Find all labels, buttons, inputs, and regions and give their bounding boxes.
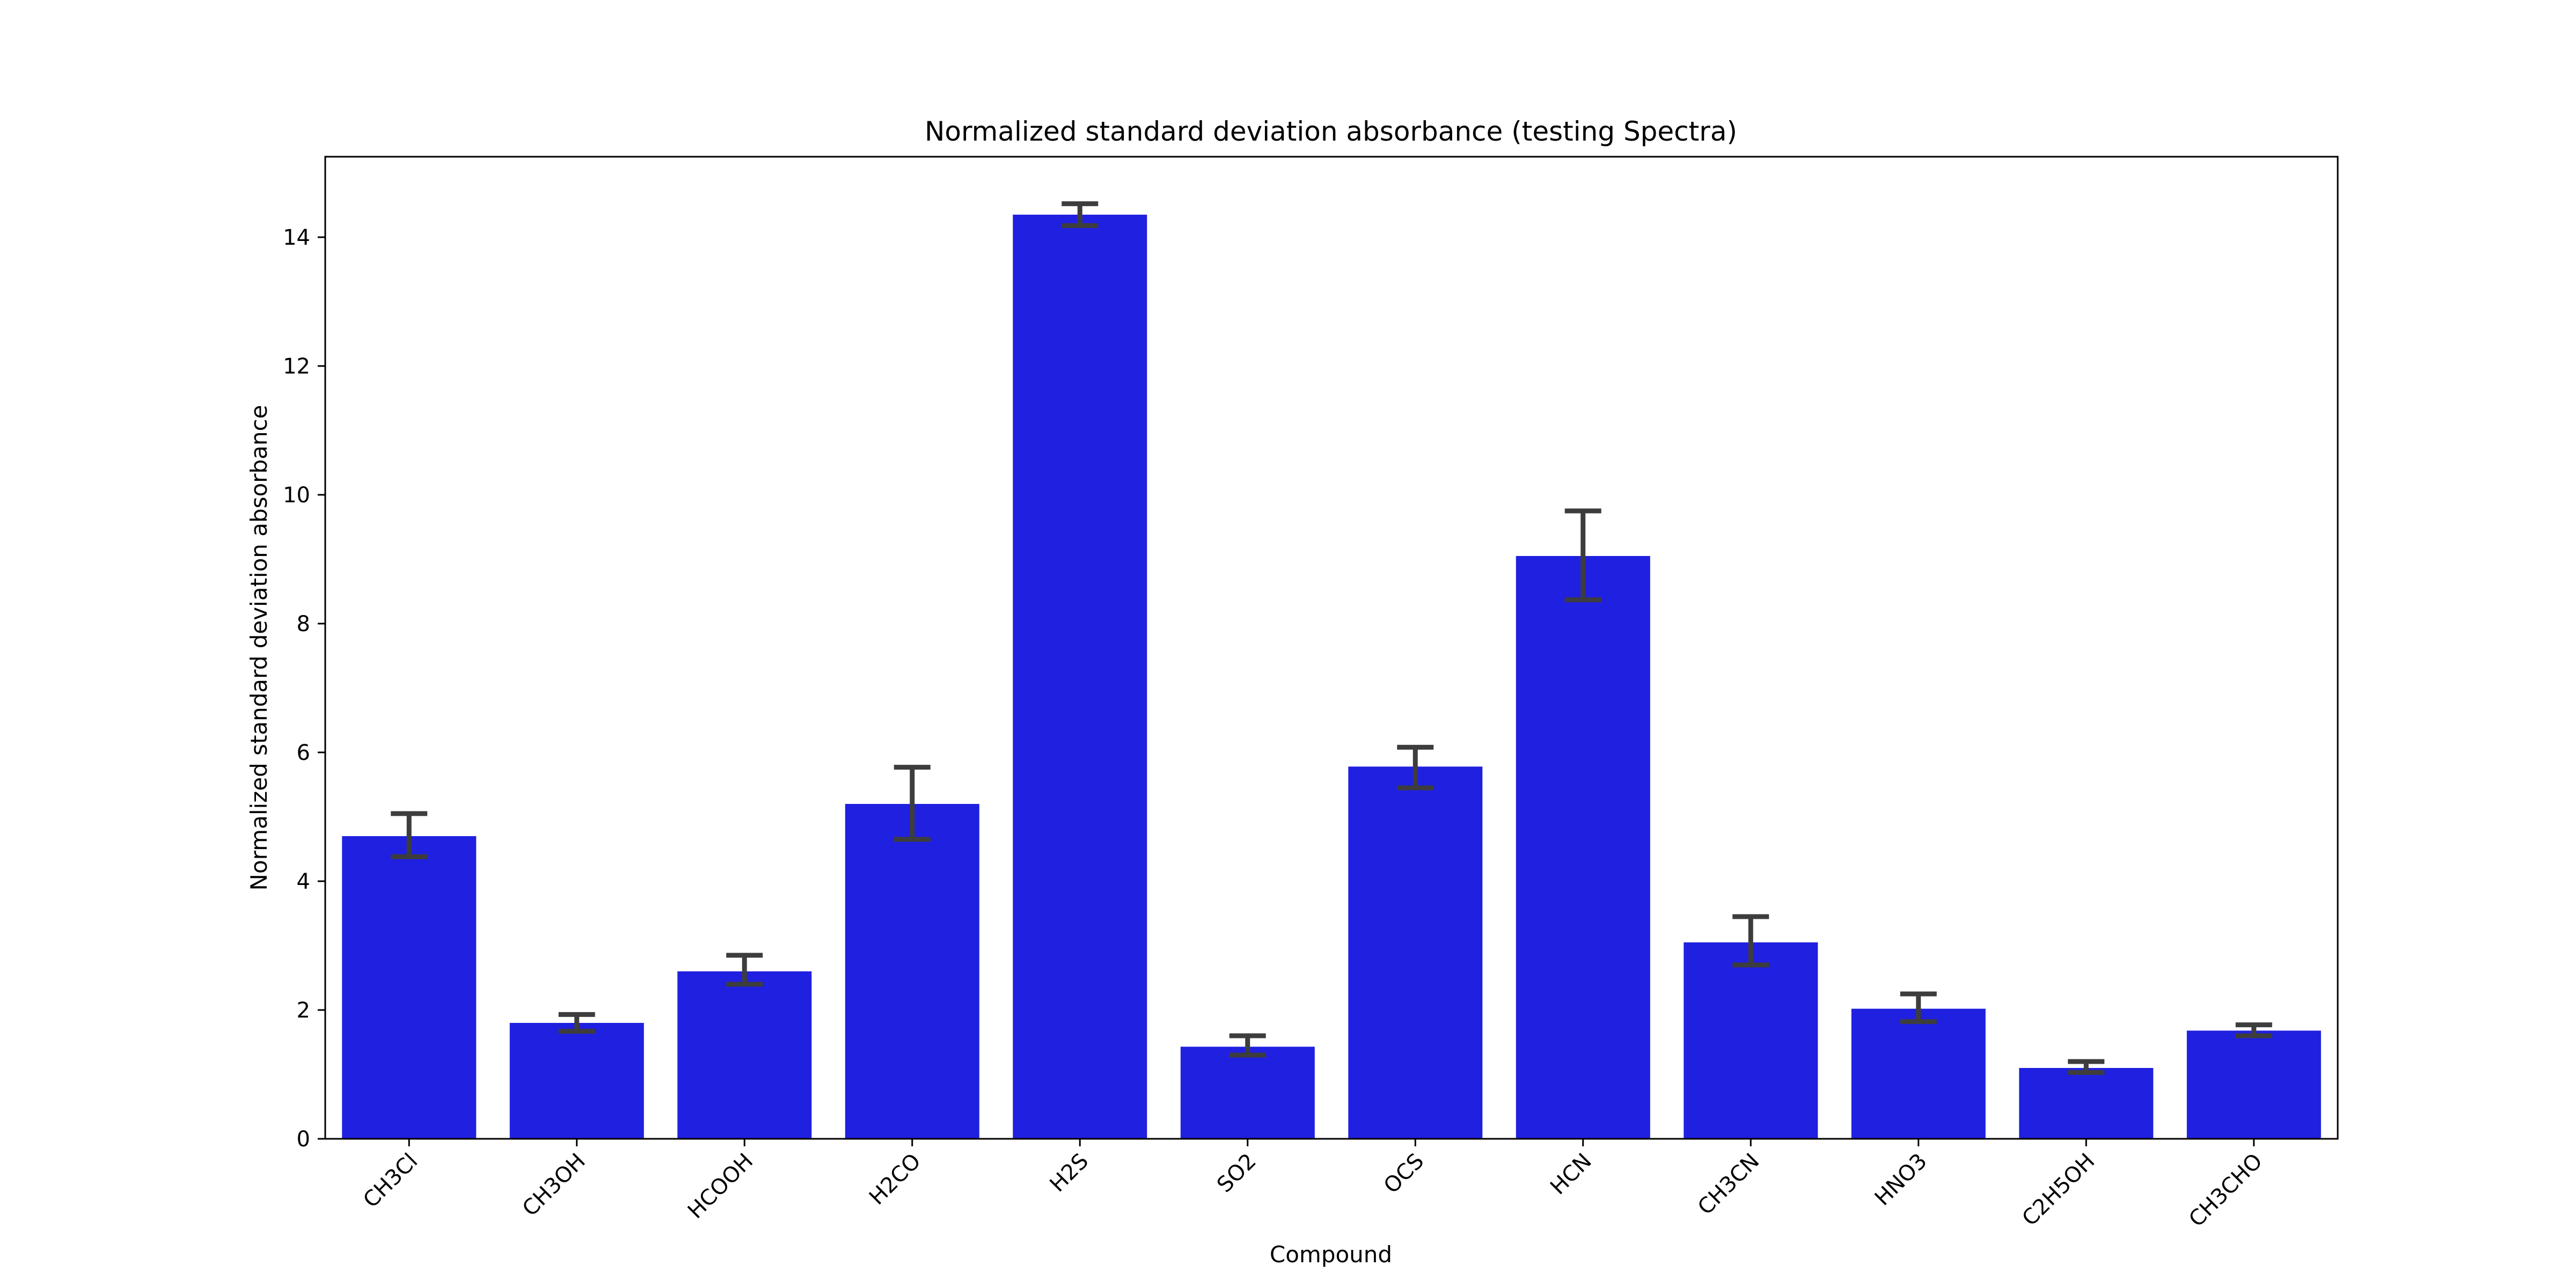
bar [677, 971, 812, 1139]
x-tick-label: HNO3 [1870, 1149, 1932, 1211]
plot-frame [324, 156, 2339, 1140]
bar [2186, 1030, 2321, 1139]
x-tick-label: CH3Cl [358, 1149, 422, 1213]
x-axis: CH3Cl CH3OH HCOOH H2CO H2S SO2 OCS HCN CH3CN HNO3… [358, 1139, 2267, 1232]
error-bar [1900, 991, 1937, 1024]
x-tick-label: CH3OH [518, 1149, 590, 1221]
x-tick-label: OCS [1379, 1149, 1429, 1198]
bar [2019, 1068, 2154, 1139]
bar [845, 804, 979, 1139]
error-bar [726, 953, 763, 987]
x-tick-label: C2H5OH [2017, 1149, 2099, 1231]
error-bar [2068, 1059, 2105, 1075]
x-tick-label: CH3CHO [2184, 1149, 2267, 1232]
error-bar [1229, 1033, 1266, 1058]
y-tick-label: 12 [283, 354, 310, 379]
chart-title: Normalized standard deviation absorbance… [925, 116, 1737, 147]
error-bar [1062, 201, 1099, 228]
error-bar [894, 765, 931, 842]
y-tick-label: 10 [283, 483, 310, 508]
error-bar [1564, 508, 1601, 603]
x-tick-label: HCN [1546, 1149, 1597, 1200]
bar [1180, 1046, 1315, 1139]
x-tick-label: H2CO [865, 1149, 926, 1210]
error-bar [391, 811, 428, 859]
x-tick-label: HCOOH [683, 1149, 758, 1224]
y-tick-label: 2 [297, 998, 310, 1023]
bars-layer [342, 215, 2321, 1139]
bar [342, 836, 477, 1139]
error-bar [1397, 744, 1434, 791]
bar [509, 1023, 644, 1139]
error-bars-layer [391, 201, 2272, 1075]
bar [1516, 556, 1650, 1139]
x-axis-label: Compound [1270, 1241, 1392, 1268]
x-tick-label: SO2 [1212, 1149, 1261, 1198]
y-tick-label: 14 [283, 225, 310, 250]
x-tick-label: H2S [1045, 1149, 1094, 1197]
bar [1851, 1008, 1986, 1139]
bar [1348, 766, 1483, 1139]
y-tick-label: 8 [297, 612, 310, 636]
y-axis-label: Normalized standard deviation absorbance [246, 405, 272, 891]
bar [1013, 215, 1147, 1139]
error-bar [2235, 1022, 2272, 1038]
y-tick-label: 0 [297, 1127, 310, 1152]
x-tick-label: CH3CN [1693, 1149, 1764, 1220]
y-tick-label: 4 [297, 869, 310, 894]
error-bar [1732, 914, 1769, 968]
y-tick-label: 6 [297, 741, 310, 765]
bar [1684, 942, 1818, 1139]
error-bar [558, 1012, 595, 1034]
y-axis: 0 2 4 6 8 10 12 14 [283, 225, 325, 1152]
